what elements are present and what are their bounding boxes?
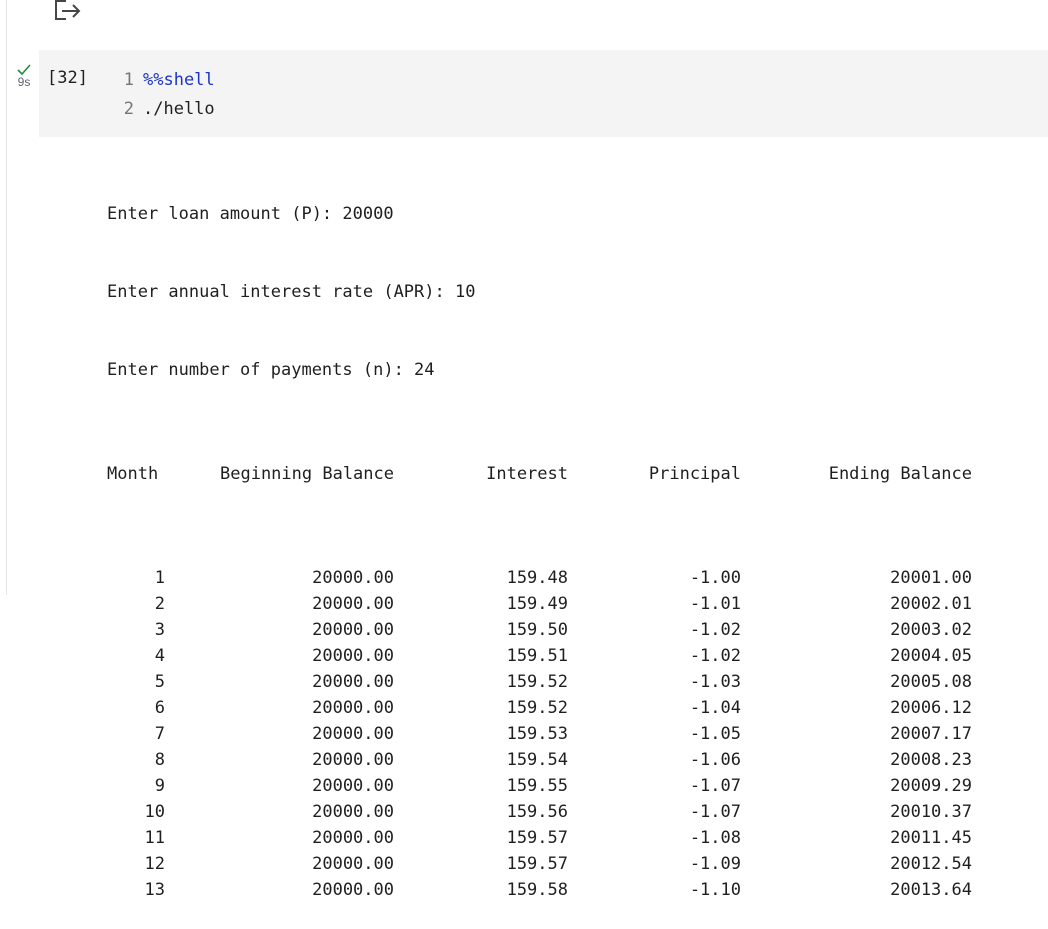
- table-row: 6 20000.00 159.52 -1.04 20006.12: [107, 695, 987, 721]
- line-number: 1: [123, 70, 134, 90]
- cell-interest: 159.51: [506, 646, 568, 666]
- code-line: 2 ./hello: [116, 95, 215, 124]
- table-row: 13 20000.00 159.58 -1.10 20013.64: [107, 877, 987, 903]
- cell-ending-balance: 20010.37: [890, 802, 972, 822]
- code-line: 1 %%shell: [116, 66, 215, 95]
- cell-month: 4: [154, 646, 165, 666]
- cell-run-status: 9s: [13, 64, 35, 88]
- cell-interest: 159.57: [506, 828, 568, 848]
- cell-principal: -1.00: [689, 568, 741, 588]
- cell-principal: -1.05: [689, 724, 741, 744]
- code-text: %%shell: [143, 70, 215, 90]
- table-row: 7 20000.00 159.53 -1.05 20007.17: [107, 721, 987, 747]
- header-month: Month: [107, 464, 159, 484]
- cell-month: 8: [154, 750, 165, 770]
- cell-beginning-balance: 20000.00: [312, 880, 394, 900]
- output-prompt-line: Enter loan amount (P): 20000: [107, 204, 394, 224]
- cell-month: 9: [154, 776, 165, 796]
- code-text: ./hello: [143, 99, 215, 119]
- cell-ending-balance: 20005.08: [890, 672, 972, 692]
- cell-ending-balance: 20001.00: [890, 568, 972, 588]
- cell-month: 13: [144, 880, 165, 900]
- cell-principal: -1.08: [689, 828, 741, 848]
- cell-ending-balance: 20011.45: [890, 828, 972, 848]
- table-row: 10 20000.00 159.56 -1.07 20010.37: [107, 799, 987, 825]
- table-row: 9 20000.00 159.55 -1.07 20009.29: [107, 773, 987, 799]
- cell-interest: 159.57: [506, 854, 568, 874]
- cell-month: 7: [154, 724, 165, 744]
- cell-beginning-balance: 20000.00: [312, 776, 394, 796]
- cell-principal: -1.02: [689, 620, 741, 640]
- table-row: 11 20000.00 159.57 -1.08 20011.45: [107, 825, 987, 851]
- left-gutter-rule: [6, 0, 7, 595]
- table-row: 3 20000.00 159.50 -1.02 20003.02: [107, 617, 987, 643]
- export-output-icon[interactable]: [54, 0, 84, 24]
- cell-beginning-balance: 20000.00: [312, 854, 394, 874]
- code-editor[interactable]: 1 %%shell 2 ./hello: [116, 66, 215, 124]
- cell-interest: 159.48: [506, 568, 568, 588]
- cell-principal: -1.04: [689, 698, 741, 718]
- header-ending-balance: Ending Balance: [828, 464, 972, 484]
- cell-principal: -1.09: [689, 854, 741, 874]
- cell-principal: -1.10: [689, 880, 741, 900]
- cell-beginning-balance: 20000.00: [312, 750, 394, 770]
- table-body: 1 20000.00 159.48 -1.00 20001.00 2 20000.00 159…: [107, 565, 987, 903]
- output-prompt-line: Enter number of payments (n): 24: [107, 360, 435, 380]
- cell-month: 10: [144, 802, 165, 822]
- cell-beginning-balance: 20000.00: [312, 568, 394, 588]
- cell-month: 3: [154, 620, 165, 640]
- cell-principal: -1.02: [689, 646, 741, 666]
- run-time: 9s: [17, 75, 31, 89]
- cell-beginning-balance: 20000.00: [312, 672, 394, 692]
- cell-interest: 159.58: [506, 880, 568, 900]
- cell-month: 11: [144, 828, 165, 848]
- cell-interest: 159.50: [506, 620, 568, 640]
- cell-interest: 159.52: [506, 698, 568, 718]
- cell-beginning-balance: 20000.00: [312, 802, 394, 822]
- cell-ending-balance: 20003.02: [890, 620, 972, 640]
- cell-principal: -1.07: [689, 776, 741, 796]
- cell-interest: 159.53: [506, 724, 568, 744]
- cell-ending-balance: 20009.29: [890, 776, 972, 796]
- execution-count: [32]: [47, 68, 88, 88]
- header-beginning-balance: Beginning Balance: [220, 464, 394, 484]
- code-cell[interactable]: [39, 50, 1048, 137]
- cell-ending-balance: 20006.12: [890, 698, 972, 718]
- cell-principal: -1.03: [689, 672, 741, 692]
- cell-beginning-balance: 20000.00: [312, 698, 394, 718]
- cell-interest: 159.55: [506, 776, 568, 796]
- cell-ending-balance: 20008.23: [890, 750, 972, 770]
- cell-beginning-balance: 20000.00: [312, 646, 394, 666]
- cell-output: Enter loan amount (P): 20000 Enter annua…: [107, 149, 987, 929]
- table-row: 4 20000.00 159.51 -1.02 20004.05: [107, 643, 987, 669]
- cell-ending-balance: 20007.17: [890, 724, 972, 744]
- cell-month: 5: [154, 672, 165, 692]
- cell-month: 12: [144, 854, 165, 874]
- cell-month: 1: [154, 568, 165, 588]
- cell-interest: 159.56: [506, 802, 568, 822]
- table-header-row: Month Beginning Balance Interest Princip…: [107, 461, 987, 487]
- cell-interest: 159.54: [506, 750, 568, 770]
- table-row: 8 20000.00 159.54 -1.06 20008.23: [107, 747, 987, 773]
- cell-beginning-balance: 20000.00: [312, 724, 394, 744]
- cell-interest: 159.52: [506, 672, 568, 692]
- cell-principal: -1.06: [689, 750, 741, 770]
- cell-ending-balance: 20004.05: [890, 646, 972, 666]
- header-principal: Principal: [648, 464, 741, 484]
- cell-beginning-balance: 20000.00: [312, 620, 394, 640]
- cell-ending-balance: 20012.54: [890, 854, 972, 874]
- checkmark-icon: [17, 64, 31, 75]
- cell-beginning-balance: 20000.00: [312, 828, 394, 848]
- table-row: 5 20000.00 159.52 -1.03 20005.08: [107, 669, 987, 695]
- cell-month: 6: [154, 698, 165, 718]
- table-row: 1 20000.00 159.48 -1.00 20001.00: [107, 565, 987, 591]
- cell-ending-balance: 20013.64: [890, 880, 972, 900]
- cell-principal: -1.07: [689, 802, 741, 822]
- table-row: 12 20000.00 159.57 -1.09 20012.54: [107, 851, 987, 877]
- output-prompt-line: Enter annual interest rate (APR): 10: [107, 282, 476, 302]
- header-interest: Interest: [486, 464, 568, 484]
- line-number: 2: [123, 99, 134, 119]
